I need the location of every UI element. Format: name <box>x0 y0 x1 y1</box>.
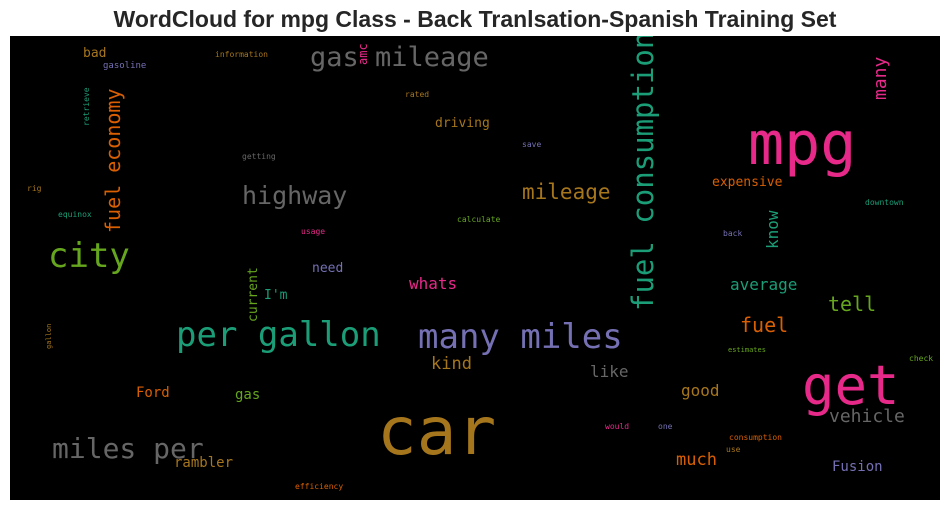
word-gas: gas <box>235 387 260 403</box>
word-gasoline: gasoline <box>103 61 146 71</box>
word-mpg: mpg <box>748 109 856 179</box>
word-rambler: rambler <box>174 455 233 471</box>
word-average: average <box>730 275 797 294</box>
word-car: car <box>377 393 496 470</box>
word-retrieve: retrieve <box>82 87 91 126</box>
word-usage: usage <box>301 227 325 236</box>
word-vehicle: vehicle <box>829 406 905 427</box>
word-expensive: expensive <box>712 175 783 190</box>
word-bad: bad <box>83 46 106 61</box>
word-save: save <box>522 140 541 149</box>
word-check: check <box>909 354 933 363</box>
word-amc: amc <box>356 43 370 65</box>
word-fuel-economy: fuel economy <box>101 89 125 234</box>
word-highway: highway <box>242 181 347 210</box>
word-getting: getting <box>242 152 276 161</box>
word-tell: tell <box>828 292 876 316</box>
word-many: many <box>870 56 891 100</box>
word-calculate: calculate <box>457 215 501 224</box>
wordcloud-canvas: car mpg get per gallon many miles fuel consum… <box>10 36 940 500</box>
word-like: like <box>590 362 629 381</box>
word-many-miles: many miles <box>418 317 623 357</box>
word-driving: driving <box>435 116 490 131</box>
word-good: good <box>681 381 720 400</box>
word-gas-mileage: gas mileage <box>310 42 489 73</box>
word-mileage: mileage <box>522 180 611 204</box>
word-get: get <box>802 354 900 417</box>
word-need: need <box>312 261 343 276</box>
word-equinox: equinox <box>58 210 92 219</box>
word-ford: Ford <box>136 385 170 401</box>
word-i-m: I'm <box>264 288 288 303</box>
word-estimates: estimates <box>728 346 766 354</box>
word-would: would <box>605 422 629 431</box>
word-rated: rated <box>405 90 429 99</box>
word-kind: kind <box>431 354 472 374</box>
word-per-gallon: per gallon <box>176 315 381 355</box>
word-current: current <box>246 267 261 322</box>
chart-title: WordCloud for mpg Class - Back Tranlsati… <box>113 6 837 32</box>
word-use: use <box>726 445 741 454</box>
word-fuel-consumption: fuel consumption <box>626 36 660 311</box>
word-efficiency: efficiency <box>295 482 343 491</box>
word-one: one <box>658 422 673 431</box>
word-rig: rig <box>27 184 42 193</box>
word-downtown: downtown <box>865 198 904 207</box>
word-information: information <box>215 50 268 59</box>
word-know: know <box>763 210 782 249</box>
word-fuel: fuel <box>740 313 788 337</box>
word-city: city <box>48 236 130 276</box>
word-whats: whats <box>409 274 457 293</box>
word-back: back <box>723 229 742 238</box>
word-gallon: gallon <box>45 324 53 349</box>
word-fusion: Fusion <box>832 459 883 475</box>
word-much: much <box>676 450 717 470</box>
word-miles-per: miles per <box>52 432 204 465</box>
word-consumption: consumption <box>729 433 782 442</box>
